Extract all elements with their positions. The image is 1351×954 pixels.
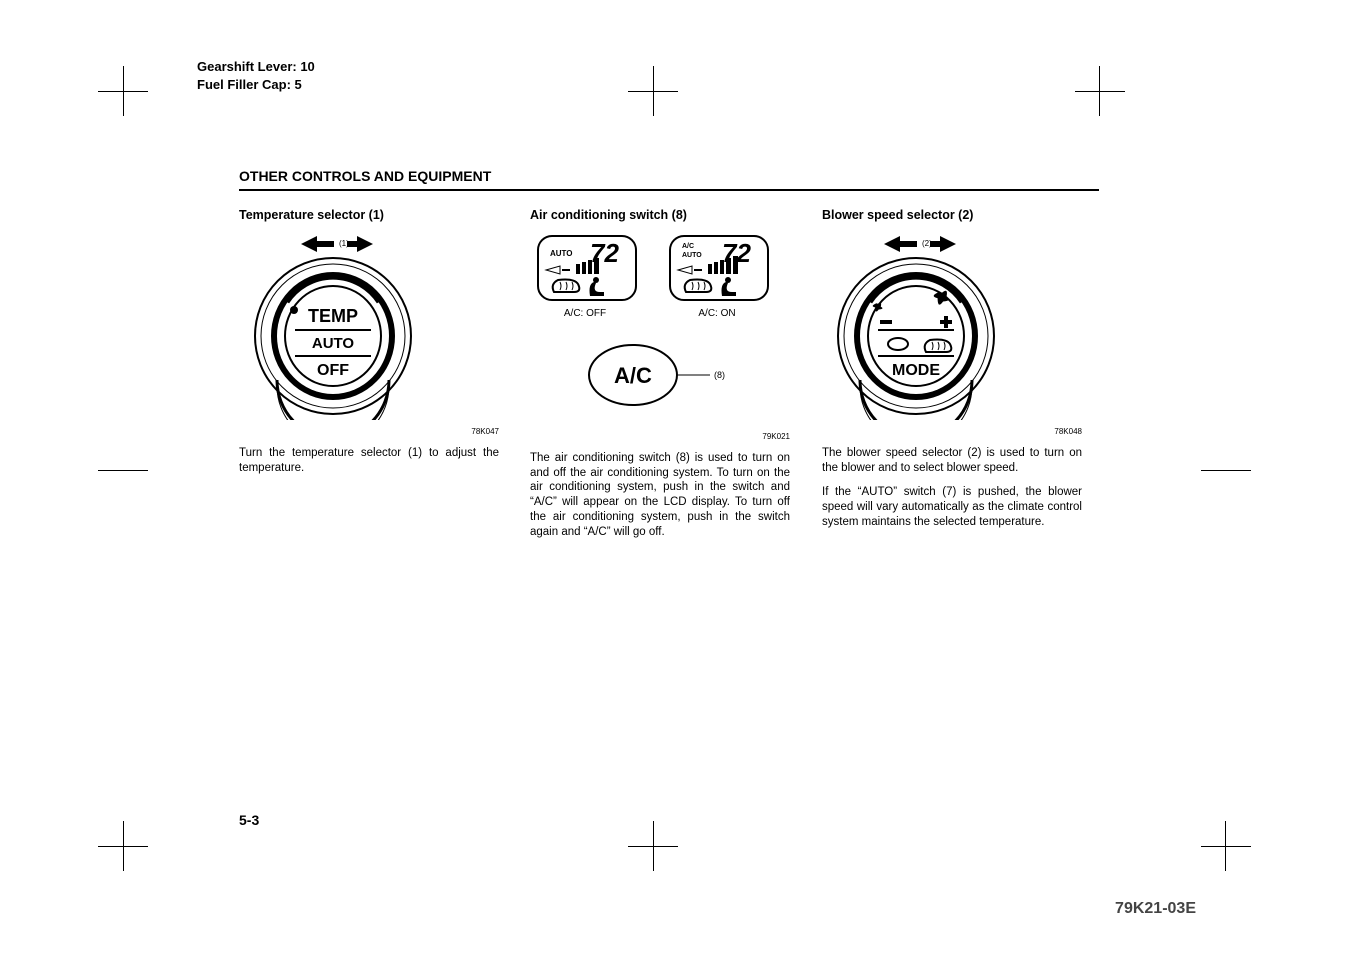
figcode-3: 78K048 (822, 427, 1082, 436)
dial-off-label: OFF (317, 362, 349, 379)
subhead-temp: Temperature selector (1) (239, 208, 499, 222)
svg-text:AUTO: AUTO (682, 252, 702, 259)
ac-button: A/C (8) (589, 345, 725, 405)
column-temp-selector: Temperature selector (1) (1) TEMP AUTO O… (239, 208, 499, 475)
arrow-left-icon (884, 236, 917, 252)
header-lines: Gearshift Lever: 10 Fuel Filler Cap: 5 (197, 58, 315, 94)
body-text-2: The air conditioning switch (8) is used … (530, 451, 790, 539)
subhead-ac: Air conditioning switch (8) (530, 208, 790, 222)
column-ac-switch: Air conditioning switch (8) AUTO 72 (530, 208, 790, 539)
body-text-3a: The blower speed selector (2) is used to… (822, 446, 1082, 475)
header-line2: Fuel Filler Cap: 5 (197, 76, 315, 94)
doc-code: 79K21-03E (1115, 900, 1196, 918)
ac-button-label: A/C (614, 363, 652, 388)
minus-icon (880, 320, 892, 324)
figure-temp-dial: (1) TEMP AUTO OFF (239, 230, 499, 425)
dial-mode-label: MODE (892, 362, 940, 379)
arrow-right-icon (930, 236, 956, 252)
header-line1: Gearshift Lever: 10 (197, 58, 315, 76)
caption-ac-on: A/C: ON (698, 308, 735, 319)
figure-ac: AUTO 72 (530, 230, 790, 430)
title-rule (239, 189, 1099, 191)
figure-blower-dial: (2) (822, 230, 1082, 425)
body-text-1: Turn the temperature selector (1) to adj… (239, 446, 499, 475)
section-title: OTHER CONTROLS AND EQUIPMENT (239, 168, 491, 184)
lcd-on: A/C AUTO 72 (670, 236, 768, 319)
svg-text:A/C: A/C (682, 243, 694, 250)
page-number: 5-3 (239, 812, 259, 828)
body-text-3b: If the “AUTO” switch (7) is pushed, the … (822, 485, 1082, 529)
dial-auto-label: AUTO (312, 335, 355, 352)
caption-ac-off: A/C: OFF (564, 308, 606, 319)
arrow-left-icon (301, 236, 334, 252)
lcd-off: AUTO 72 (538, 236, 636, 319)
callout-8: (8) (714, 370, 725, 380)
figcode-2: 79K021 (530, 432, 790, 441)
svg-text:AUTO: AUTO (550, 249, 573, 258)
figcode-1: 78K047 (239, 427, 499, 436)
dial-temp-label: TEMP (308, 306, 358, 326)
subhead-blower: Blower speed selector (2) (822, 208, 1082, 222)
column-blower: Blower speed selector (2) (2) (822, 208, 1082, 530)
arrow-right-icon (347, 236, 373, 252)
